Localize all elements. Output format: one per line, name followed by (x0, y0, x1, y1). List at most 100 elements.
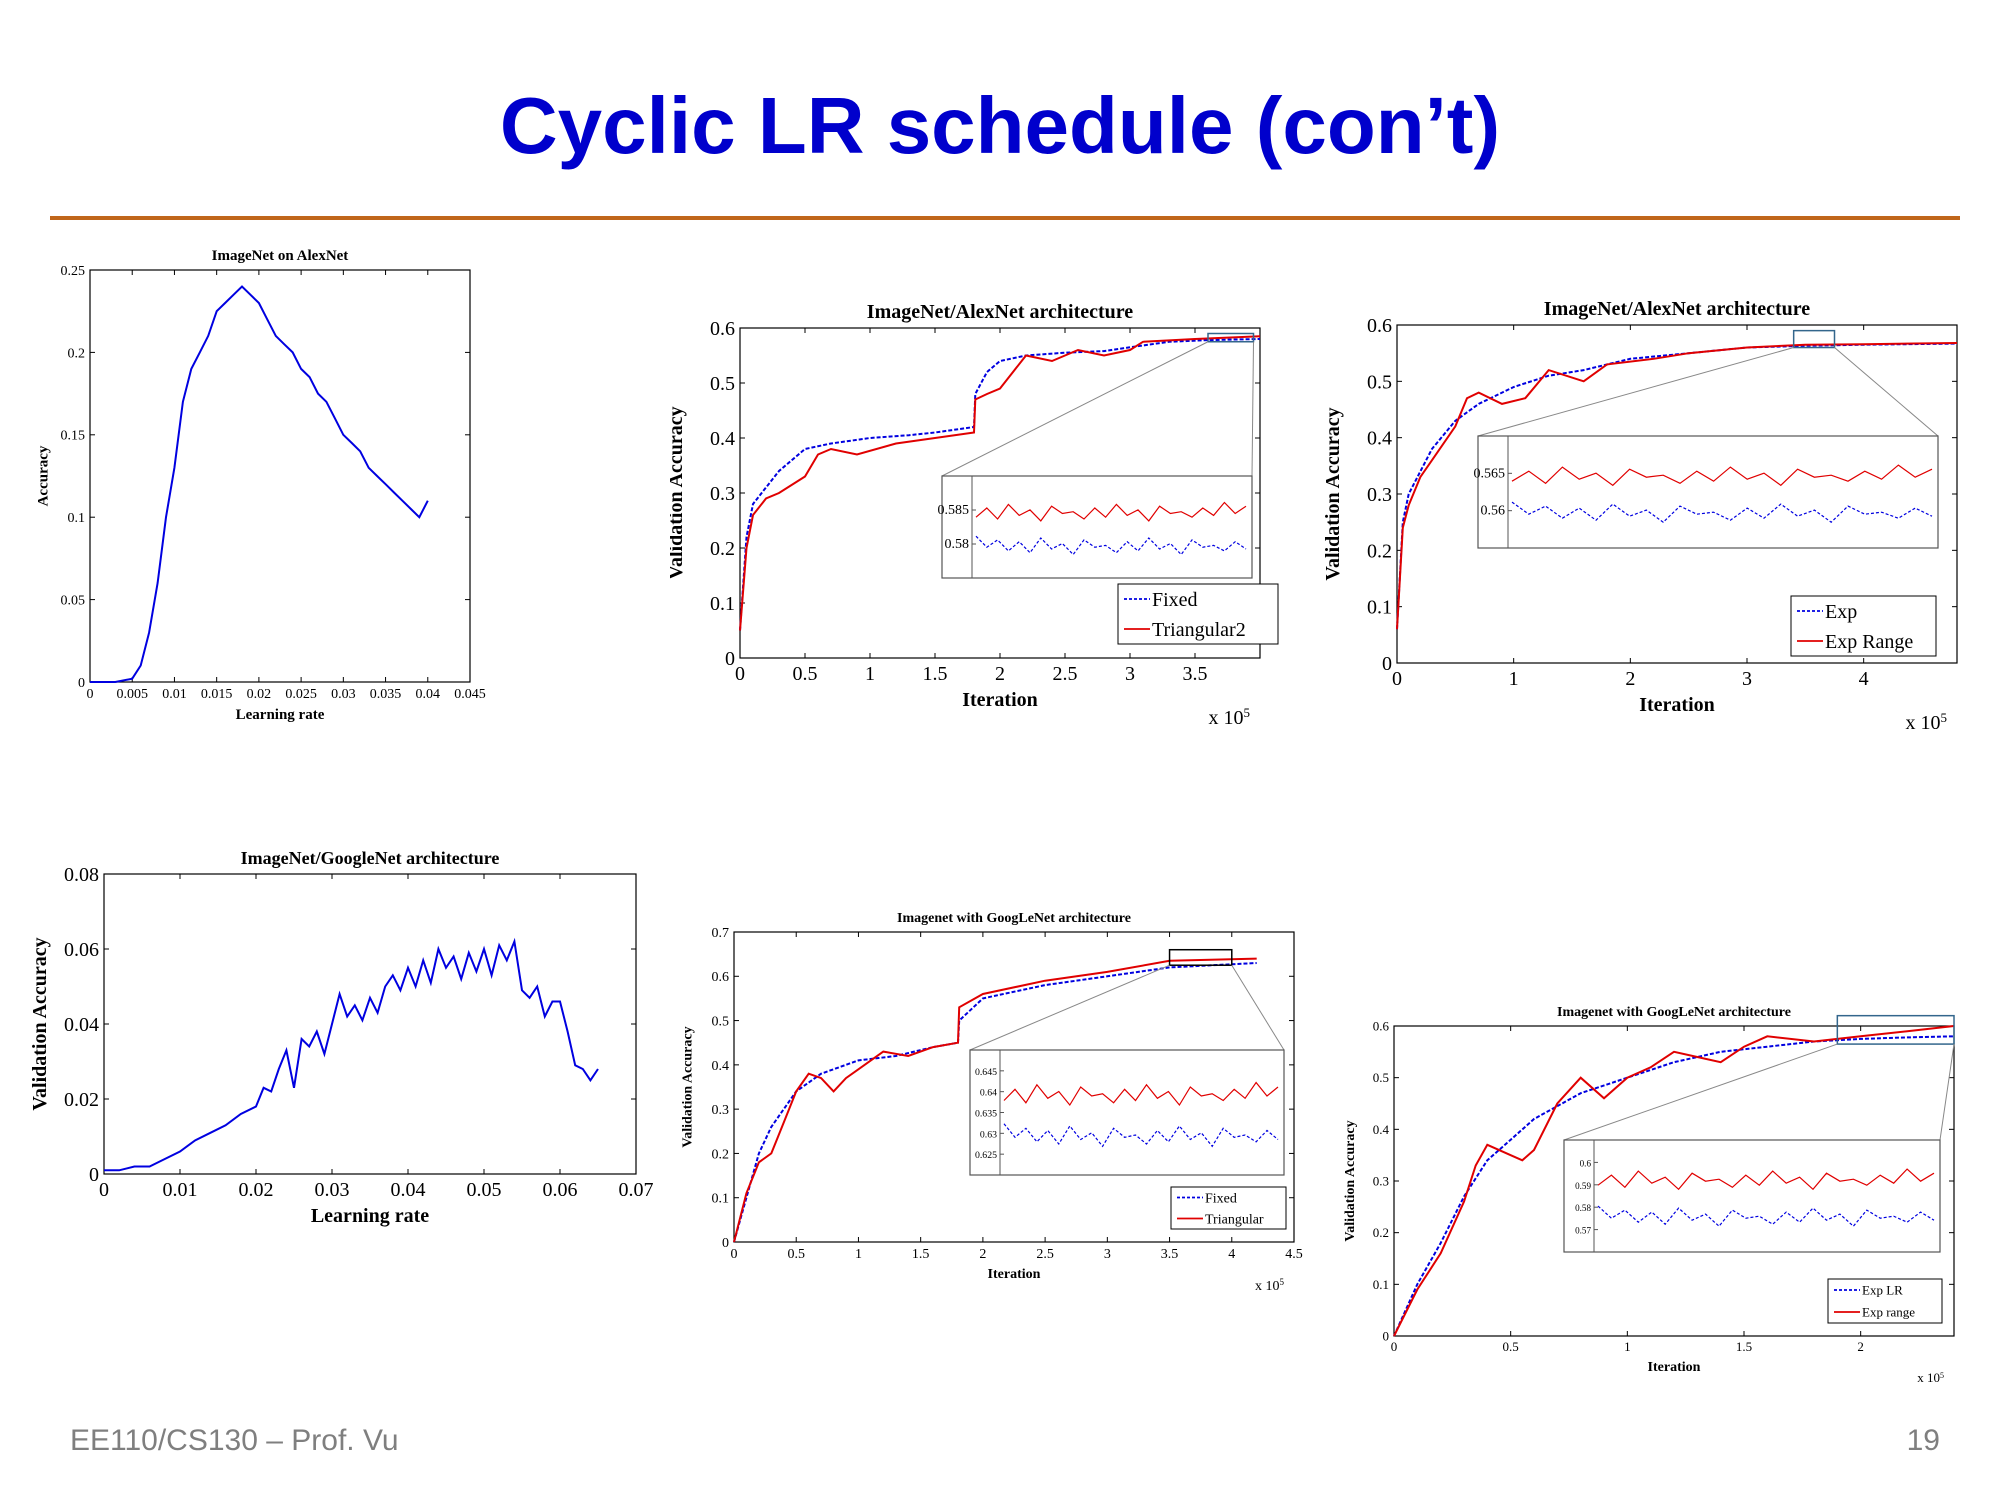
plot-frame (103, 873, 637, 1175)
x-tick-label: 3.5 (1183, 663, 1208, 685)
y-tick-label: 0.1 (710, 593, 735, 615)
x-tick-label: 1.5 (912, 1247, 930, 1262)
y-tick-label: 0.2 (712, 1147, 730, 1162)
x-tick-label: 0.005 (116, 687, 148, 702)
inset-series-exp (1511, 501, 1933, 523)
y-tick-label: 0.6 (710, 318, 735, 340)
x-tick-label: 2 (1625, 668, 1635, 690)
series-line-exp-range (1396, 342, 1958, 630)
inset-series-exp-range (1597, 1168, 1935, 1191)
x-multiplier: x 105 (1209, 705, 1251, 730)
zoom-inset (1563, 1139, 1941, 1253)
x-tick-label: 0.04 (391, 1179, 426, 1201)
x-tick-label: 1.5 (923, 663, 948, 685)
legend-box (1170, 1186, 1287, 1230)
x-tick-label: 2.5 (1053, 663, 1078, 685)
series-line-triangular2 (739, 335, 1261, 631)
y-tick-label: 0.1 (1373, 1277, 1389, 1292)
x-axis-label: Iteration (962, 689, 1038, 711)
chart-googlenet-triangular: Imagenet with GoogLeNet architecture 0 0.5… (680, 900, 1320, 1300)
y-tick-label: 0 (1383, 1329, 1390, 1344)
zoom-connector (1563, 1043, 1838, 1141)
inset-y-tick-label: 0.59 (1575, 1181, 1591, 1191)
x-tick-label: 0.045 (454, 687, 486, 702)
x-axis-label: Iteration (1639, 694, 1715, 716)
zoom-connector (1231, 964, 1285, 1051)
legend-label: Triangular (1205, 1212, 1264, 1227)
x-multiplier: x 105 (1917, 1370, 1944, 1385)
x-tick-label: 0.07 (619, 1179, 654, 1201)
chart-imagenet-alexnet-lr: ImageNet on AlexNet 0 0.005 0.01 0.015 0.02 0.… (20, 238, 640, 738)
series-line-triangular (733, 957, 1257, 1243)
zoom-region-box (1792, 329, 1836, 349)
x-tick-label: 0.02 (247, 687, 272, 702)
zoom-region-box (1836, 1014, 1955, 1045)
y-tick-label: 0.04 (64, 1014, 99, 1036)
y-tick-label: 0.15 (61, 429, 86, 444)
x-tick-label: 0.5 (793, 663, 818, 685)
x-tick-label: 0.06 (543, 1179, 578, 1201)
legend-label: Exp range (1862, 1305, 1915, 1320)
legend-box (1827, 1278, 1943, 1324)
legend-label: Fixed (1152, 589, 1198, 611)
inset-series-fixed (1003, 1123, 1279, 1148)
x-tick-label: 2 (979, 1247, 986, 1262)
y-axis-label: Validation Accuracy (1343, 1120, 1358, 1241)
x-tick-label: 0 (735, 663, 745, 685)
y-axis-label: Accuracy (36, 445, 52, 506)
y-tick-label: 0.2 (710, 538, 735, 560)
inset-series-triangular (1003, 1081, 1279, 1107)
slide-title: Cyclic LR schedule (con’t) (499, 81, 1501, 170)
y-tick-label: 0.6 (1373, 1019, 1390, 1034)
x-tick-label: 2 (995, 663, 1005, 685)
x-tick-label: 4 (1859, 668, 1869, 690)
x-tick-label: 0 (87, 687, 94, 702)
c4-svg: ImageNet/GoogleNet architecture 0 0.01 0.02… (29, 848, 654, 1227)
x-multiplier-exponent: 5 (1940, 1371, 1944, 1380)
legend-box (1790, 595, 1937, 657)
x-tick-label: 1 (1624, 1339, 1631, 1354)
y-tick-label: 0.1 (1367, 597, 1392, 619)
inset-y-tick-label: 0.635 (975, 1109, 997, 1120)
x-axis-label: Iteration (988, 1267, 1041, 1282)
x-multiplier-exponent: 5 (1244, 705, 1251, 720)
legend-label: Exp (1825, 601, 1857, 623)
y-tick-label: 0.4 (1367, 428, 1392, 450)
x-tick-label: 2.5 (1036, 1247, 1054, 1262)
y-tick-label: 0.1 (68, 511, 86, 526)
y-tick-label: 0.4 (1373, 1122, 1390, 1137)
y-tick-label: 0.06 (64, 939, 99, 961)
x-tick-label: 2 (1857, 1339, 1864, 1354)
x-tick-label: 0.05 (467, 1179, 502, 1201)
x-tick-label: 0.02 (239, 1179, 274, 1201)
y-axis-label: Validation Accuracy (681, 1026, 696, 1147)
x-tick-label: 3 (1125, 663, 1135, 685)
chart-title: ImageNet/GoogleNet architecture (241, 848, 500, 868)
x-tick-label: 0 (731, 1247, 738, 1262)
y-tick-label: 0.05 (61, 594, 86, 609)
x-tick-label: 4 (1228, 1247, 1235, 1262)
c6-svg: Imagenet with GoogLeNet architecture 0 0.5… (1343, 1005, 1955, 1385)
x-tick-label: 3.5 (1161, 1247, 1179, 1262)
x-axis-label: Learning rate (311, 1205, 429, 1227)
y-tick-label: 0 (78, 676, 85, 691)
y-tick-label: 0.1 (712, 1192, 730, 1207)
x-tick-label: 0 (1392, 668, 1402, 690)
x-tick-label: 0 (99, 1179, 109, 1201)
y-tick-label: 0.5 (1373, 1070, 1389, 1085)
y-tick-label: 0.5 (1367, 371, 1392, 393)
c5-svg: Imagenet with GoogLeNet architecture 0 0.5… (681, 911, 1303, 1294)
inset-series-exp-range (1511, 464, 1933, 487)
series-line-fixed (733, 962, 1257, 1243)
x-tick-label: 0.03 (315, 1179, 350, 1201)
x-multiplier: x 105 (1255, 1277, 1285, 1294)
y-tick-label: 0.3 (710, 483, 735, 505)
x-tick-label: 4.5 (1285, 1247, 1303, 1262)
inset-series-triangular2 (975, 501, 1247, 522)
legend-label: Fixed (1205, 1191, 1237, 1206)
y-axis-label: Validation Accuracy (670, 406, 687, 579)
x-tick-label: 1.5 (1736, 1339, 1752, 1354)
x-multiplier-exponent: 5 (1280, 1277, 1285, 1287)
x-tick-label: 3 (1104, 1247, 1111, 1262)
legend-box (1117, 583, 1279, 645)
